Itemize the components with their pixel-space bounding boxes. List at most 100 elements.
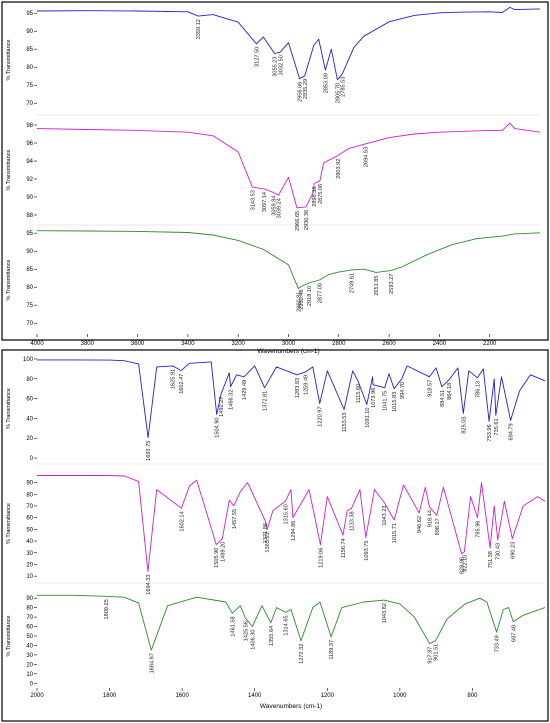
peak-label: 1406.30 [250, 629, 256, 649]
y-tick-label: 70 [26, 504, 33, 510]
peak-label: 1043.23 [382, 505, 388, 525]
peak-label: 822.10 [462, 555, 468, 572]
y-tick-label: 95 [26, 231, 33, 237]
peak-label: 917.87 [428, 647, 434, 664]
peak-label: 1625.91 [171, 369, 177, 389]
y-tick-label: 75 [26, 303, 33, 309]
x-tick-label: 2600 [382, 341, 396, 347]
y-tick-label: 80 [26, 65, 33, 71]
x-tick-label: 3200 [232, 341, 246, 347]
x-tick-label: 2200 [483, 341, 497, 347]
y-tick-label: 40 [26, 416, 33, 422]
peak-label: 1504.90 [215, 417, 221, 437]
y-tick-label: 90 [26, 29, 33, 35]
peak-label: 2898.38 [312, 187, 318, 207]
y-tick-label: 50 [26, 527, 33, 533]
peak-label: 3127.50 [254, 47, 260, 67]
peak-label: 918.57 [427, 380, 433, 397]
peak-label: 2749.61 [350, 273, 356, 293]
y-tick-label: 70 [26, 615, 33, 621]
y-tick-label: 20 [26, 436, 33, 442]
y-tick-label: 50 [26, 634, 33, 640]
peak-label: 2651.85 [374, 275, 380, 295]
y-tick-label: 92 [26, 177, 33, 183]
peak-label: 1041.75 [383, 391, 389, 411]
peak-label: 1425.56 [243, 621, 249, 641]
x-tick-label: 1000 [393, 693, 407, 699]
peak-label: 1220.97 [318, 407, 324, 427]
y-tick-label: 40 [26, 539, 33, 545]
peak-label: 2875.06 [318, 184, 324, 204]
peak-label: 994.70 [400, 382, 406, 399]
x-tick-label: 2000 [30, 693, 44, 699]
peak-label: 946.62 [417, 516, 423, 533]
x-tick-label: 4000 [30, 341, 44, 347]
peak-label: 918.44 [428, 510, 434, 527]
peak-label: 1365.53 [265, 532, 271, 552]
y-tick-label: 80 [26, 606, 33, 612]
peak-label: 1219.06 [318, 548, 324, 568]
y-axis-label: % Transmittance [6, 40, 12, 81]
y-tick-label: 20 [26, 562, 33, 568]
x-tick-label: 1600 [175, 693, 189, 699]
x-tick-label: 800 [467, 693, 478, 699]
x-tick-label: 2800 [332, 341, 346, 347]
peak-label: 1314.65 [284, 615, 290, 635]
peak-label: 2593.27 [389, 274, 395, 294]
y-tick-label: 88 [26, 213, 33, 219]
peak-label: 2803.92 [336, 159, 342, 179]
y-tick-label: 40 [26, 643, 33, 649]
peak-label: 2935.29 [303, 79, 309, 99]
x-tick-label: 3600 [131, 341, 145, 347]
peak-label: 1505.90 [214, 548, 220, 568]
peak-label: 2956.06 [298, 82, 304, 102]
peak-label: 1315.60 [283, 504, 289, 524]
peak-label: 1153.53 [342, 412, 348, 432]
y-tick-label: 70 [26, 321, 33, 327]
y-tick-label: 90 [26, 481, 33, 487]
peak-label: 1259.49 [304, 375, 310, 395]
peak-label: 3143.53 [250, 190, 256, 210]
peak-label: 901.51 [434, 644, 440, 661]
y-tick-label: 60 [26, 397, 33, 403]
peak-label: 2960.81 [296, 292, 302, 312]
peak-label: 825.05 [461, 416, 467, 433]
peak-label: 1809.25 [104, 599, 110, 619]
y-tick-label: 0 [30, 681, 34, 687]
peak-label: 1015.71 [392, 523, 398, 543]
peak-label: 1489.20 [220, 542, 226, 562]
x-tick-label: 1800 [103, 693, 117, 699]
peak-label: 2694.53 [363, 147, 369, 167]
figure-1-frame [1, 1, 549, 341]
peak-label: 1294.86 [291, 521, 297, 541]
peak-label: 2930.36 [304, 210, 310, 230]
y-tick-label: 100 [23, 357, 34, 363]
peak-label: 1602.47 [179, 374, 185, 394]
peak-label: 1466.32 [229, 390, 235, 410]
y-tick-label: 95 [26, 11, 33, 17]
peak-label: 1156.74 [341, 538, 347, 558]
y-tick-label: 98 [26, 123, 33, 129]
peak-label: 2918.10 [307, 286, 313, 306]
y-axis-label: % Transmittance [6, 388, 12, 429]
peak-label: 751.38 [488, 551, 494, 568]
spectrum-2-1 [37, 359, 546, 439]
y-tick-label: 85 [26, 267, 33, 273]
y-tick-label: 80 [26, 492, 33, 498]
peak-label: 1091.10 [365, 407, 371, 427]
peak-label: 735.61 [494, 418, 500, 435]
peak-label: 829.96 [460, 557, 466, 574]
peak-label: 864.18 [447, 383, 453, 400]
x-axis-label: Wavenumbers (cm-1) [260, 703, 322, 710]
peak-label: 1694.33 [146, 574, 152, 594]
y-tick-label: 75 [26, 83, 33, 89]
peak-label: 1283.83 [295, 378, 301, 398]
peak-label: 730.43 [496, 543, 502, 560]
spectrum-1-3 [36, 230, 541, 290]
peak-label: 1272.32 [299, 644, 305, 664]
x-tick-label: 3000 [282, 341, 296, 347]
peak-label: 1189.37 [329, 640, 335, 660]
peak-label: 2805.70 [335, 83, 341, 103]
